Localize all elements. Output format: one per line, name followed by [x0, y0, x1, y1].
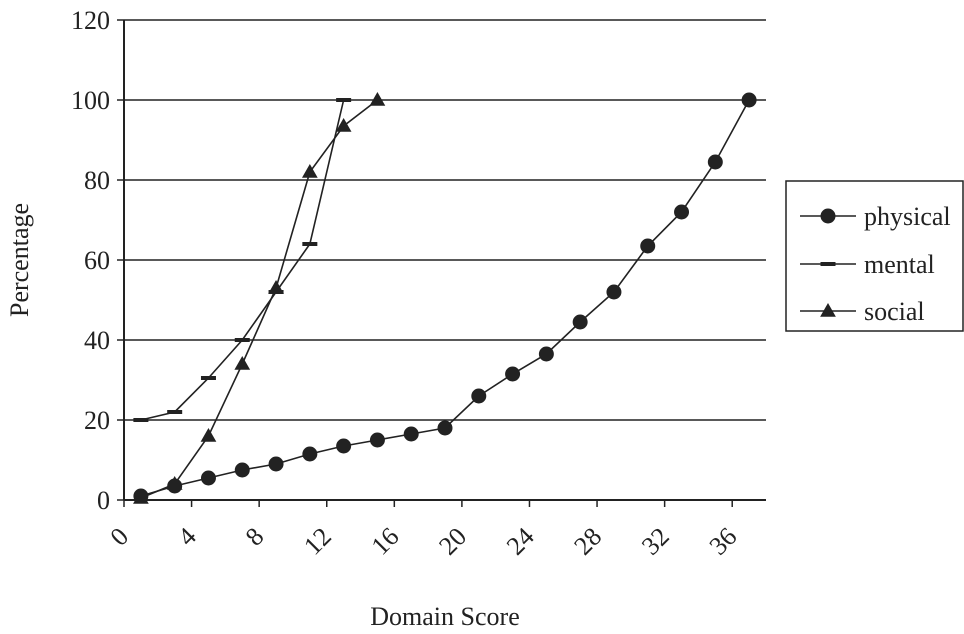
x-tick-label: 20 — [433, 522, 472, 561]
mental-point — [133, 418, 149, 422]
social-point — [369, 91, 386, 106]
physical-point — [369, 432, 385, 448]
mental-point — [336, 98, 352, 102]
gridlines — [124, 19, 766, 421]
legend-label: mental — [864, 250, 935, 279]
physical-point — [606, 284, 622, 300]
physical-point — [336, 438, 352, 454]
physical-point — [505, 366, 521, 382]
legend-item-physical: physical — [800, 202, 951, 231]
x-axis-title: Domain Score — [370, 602, 519, 631]
x-tick-label: 24 — [501, 522, 540, 561]
x-tick-label: 32 — [636, 522, 675, 561]
series-physical — [133, 92, 757, 504]
social-point — [200, 427, 217, 442]
legend-label: physical — [864, 202, 951, 231]
legend-box — [785, 180, 964, 332]
social-line — [140, 99, 378, 499]
physical-point — [234, 462, 250, 478]
x-tick-label: 12 — [298, 522, 337, 561]
x-tick-labels: 0 4 8 12 16 20 24 28 32 36 — [105, 522, 743, 561]
x-tick-label: 8 — [240, 522, 270, 552]
series-layer — [133, 91, 757, 504]
y-tick-label: 80 — [84, 166, 110, 195]
axes — [117, 19, 766, 507]
mental-point — [234, 338, 250, 342]
legend-items: physical mental social — [800, 202, 951, 326]
x-tick-label: 16 — [366, 522, 405, 561]
y-tick-label: 20 — [84, 406, 110, 435]
physical-point — [741, 92, 757, 108]
x-tick-label: 28 — [568, 522, 607, 561]
legend-marker-triangle — [820, 302, 836, 317]
physical-point — [403, 426, 419, 442]
physical-point — [572, 314, 588, 330]
physical-point — [471, 388, 487, 404]
legend-item-mental: mental — [800, 250, 935, 279]
physical-point — [200, 470, 216, 486]
social-point — [166, 475, 183, 490]
physical-point — [538, 346, 554, 362]
social-point — [301, 163, 318, 178]
y-tick-label: 0 — [97, 486, 110, 515]
physical-point — [674, 204, 690, 220]
legend-marker-dash — [820, 262, 836, 266]
legend-item-social: social — [800, 297, 925, 326]
y-tick-label: 120 — [71, 6, 110, 35]
y-tick-label: 40 — [84, 326, 110, 355]
mental-point — [200, 376, 216, 380]
x-tick-label: 4 — [172, 522, 202, 552]
series-social — [133, 91, 386, 504]
mental-point — [167, 410, 183, 414]
legend: physical mental social — [785, 180, 964, 332]
y-tick-label: 60 — [84, 246, 110, 275]
y-axis-title: Percentage — [5, 203, 34, 317]
mental-point — [302, 242, 318, 246]
legend-marker-circle — [820, 208, 836, 224]
x-tick-label: 0 — [105, 522, 135, 552]
y-tick-label: 100 — [71, 86, 110, 115]
physical-point — [640, 238, 656, 254]
social-point — [335, 117, 352, 132]
legend-label: social — [864, 297, 925, 326]
physical-point — [437, 420, 453, 436]
social-point — [133, 489, 149, 504]
social-point — [234, 355, 251, 370]
social-point — [268, 279, 284, 294]
y-tick-labels: 0 20 40 60 80 100 120 — [71, 6, 110, 515]
x-tick-label: 36 — [704, 522, 743, 561]
physical-line — [140, 99, 750, 497]
physical-point — [268, 456, 284, 472]
physical-point — [707, 154, 723, 170]
physical-point — [302, 446, 318, 462]
